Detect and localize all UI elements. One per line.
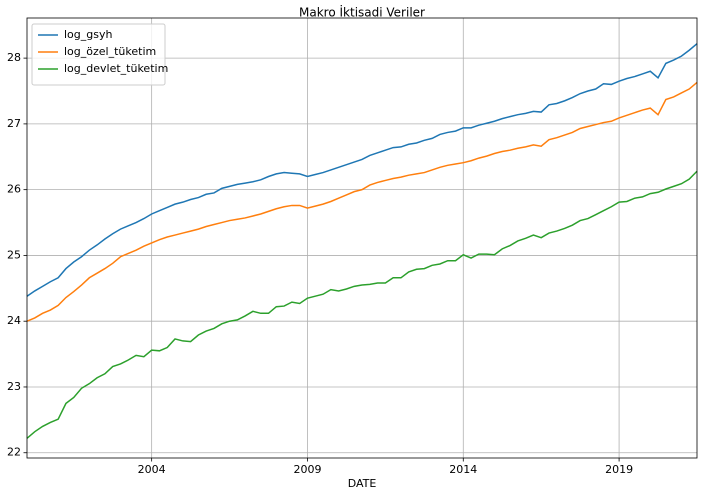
plot-frame [26,17,698,459]
series-line [26,81,698,322]
y-tick-label: 25 [7,248,21,261]
y-tick-label: 27 [7,117,21,130]
x-tick-label: 2019 [605,463,633,476]
x-tick-label: 2009 [293,463,321,476]
x-tick-label: 2004 [138,463,166,476]
y-tick-label: 28 [7,51,21,64]
legend-label: log_özel_tüketim [64,45,156,58]
x-axis-label: DATE [348,477,377,490]
legend-label: log_devlet_tüketim [64,62,168,75]
legend-label: log_gsyh [64,28,112,41]
legend: log_gsyh log_özel_tüketim log_devlet_tüket… [31,23,168,86]
x-tick-label: 2014 [449,463,477,476]
legend-box [31,23,166,86]
series-line [26,43,698,297]
y-tick-label: 26 [7,183,21,196]
series-line [26,170,698,439]
y-tick-label: 24 [7,314,21,327]
y-tick-label: 23 [7,380,21,393]
y-tick-label: 22 [7,446,21,459]
chart-title: Makro İktisadi Veriler [299,5,425,20]
